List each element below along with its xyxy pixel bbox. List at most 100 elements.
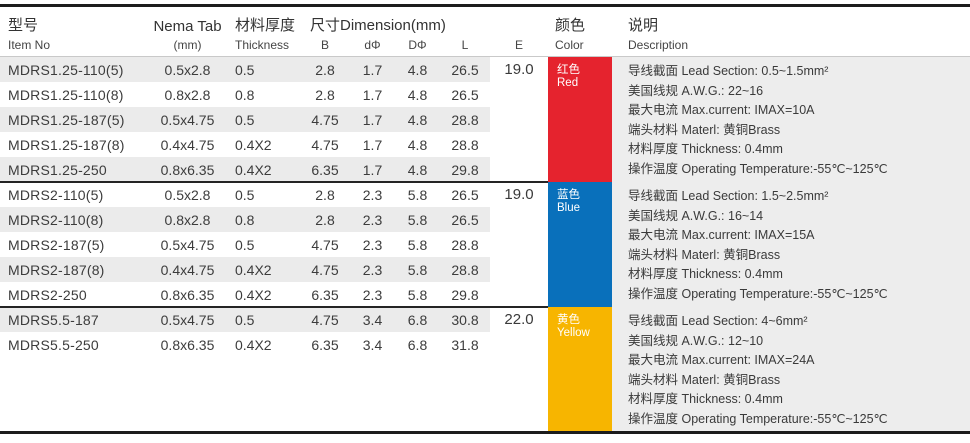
description-line: 美国线规 A.W.G.: 12~10: [628, 333, 764, 348]
cell-item-no: MDRS1.25-250: [8, 161, 107, 178]
cell-dphi: 1.7: [362, 61, 383, 78]
cell-b: 2.8: [315, 86, 335, 103]
cell-dphi: 1.7: [362, 111, 383, 128]
description-line: 美国线规 A.W.G.: 16~14: [628, 208, 764, 223]
cell-thickness: 0.5: [235, 61, 255, 78]
cell-b: 6.35: [311, 286, 339, 303]
cell-dphi: 1.7: [362, 161, 383, 178]
group-description: 导线截面 Lead Section: 1.5~2.5mm² 美国线规 A.W.G…: [612, 182, 970, 307]
group-mdrs1-25: MDRS1.25-110(5) 0.5x2.8 0.5 2.8 1.7 4.8 …: [0, 57, 970, 182]
cell-dphi: 2.3: [362, 261, 383, 278]
color-label-en: Yellow: [557, 327, 590, 339]
cell-Dphi: 6.8: [407, 311, 428, 328]
cell-thickness: 0.5: [235, 111, 255, 128]
spec-table: 型号 Item No Nema Tab (mm) 材料厚度 Thickness …: [0, 7, 970, 431]
group-rows: MDRS1.25-110(5) 0.5x2.8 0.5 2.8 1.7 4.8 …: [0, 57, 490, 182]
table-row: MDRS2-110(8) 0.8x2.8 0.8 2.8 2.3 5.8 26.…: [0, 207, 490, 232]
cell-nema-tab: 0.8x2.8: [164, 86, 211, 103]
table-body: MDRS1.25-110(5) 0.5x2.8 0.5 2.8 1.7 4.8 …: [0, 57, 970, 431]
table-row: MDRS1.25-187(8) 0.4x4.75 0.4X2 4.75 1.7 …: [0, 132, 490, 157]
cell-b: 6.35: [311, 336, 339, 353]
cell-b: 4.75: [311, 311, 339, 328]
header-color-en: Color: [555, 38, 584, 52]
cell-dphi: 2.3: [362, 286, 383, 303]
header-color-zh: 颜色: [555, 17, 586, 34]
cell-thickness: 0.5: [235, 236, 255, 253]
cell-b: 4.75: [311, 111, 339, 128]
color-swatch-yellow: 黄色 Yellow: [548, 307, 612, 431]
header-thickness-zh: 材料厚度: [235, 17, 296, 34]
cell-b: 2.8: [315, 186, 335, 203]
cell-Dphi: 6.8: [407, 336, 428, 353]
description-line: 最大电流 Max.current: IMAX=10A: [628, 103, 815, 117]
table-row: MDRS2-250 0.8x6.35 0.4X2 6.35 2.3 5.8 29…: [0, 282, 490, 307]
cell-Dphi: 5.8: [407, 261, 428, 278]
cell-dphi: 1.7: [362, 86, 383, 103]
table-row: MDRS2-110(5) 0.5x2.8 0.5 2.8 2.3 5.8 26.…: [0, 182, 490, 207]
cell-Dphi: 5.8: [407, 236, 428, 253]
color-label-zh: 蓝色: [557, 189, 580, 201]
header-description-en: Description: [628, 38, 689, 52]
header-col-e: E: [514, 38, 523, 52]
group-mdrs2: MDRS2-110(5) 0.5x2.8 0.5 2.8 2.3 5.8 26.…: [0, 181, 970, 307]
cell-l: 31.8: [451, 336, 479, 353]
cell-nema-tab: 0.4x4.75: [160, 261, 215, 278]
cell-thickness: 0.8: [235, 211, 255, 228]
cell-dphi: 2.3: [362, 186, 383, 203]
cell-l: 26.5: [451, 211, 479, 228]
cell-Dphi: 5.8: [407, 286, 428, 303]
cell-item-no: MDRS2-110(5): [8, 186, 104, 203]
header-nema-tab: Nema Tab: [153, 18, 222, 35]
cell-Dphi: 5.8: [407, 211, 428, 228]
color-label-zh: 黄色: [557, 314, 580, 326]
group-mdrs5-5: MDRS5.5-187 0.5x4.75 0.5 4.75 3.4 6.8 30…: [0, 306, 970, 431]
cell-l: 26.5: [451, 61, 479, 78]
description-line: 材料厚度 Thickness: 0.4mm: [628, 267, 783, 281]
description-line: 操作温度 Operating Temperature:-55℃~125℃: [628, 161, 888, 176]
cell-item-no: MDRS1.25-110(8): [8, 86, 124, 103]
cell-nema-tab: 0.5x4.75: [160, 236, 215, 253]
cell-item-no: MDRS1.25-187(8): [8, 136, 125, 153]
cell-e-value: 22.0: [504, 311, 534, 328]
header-col-b: B: [320, 38, 329, 52]
bottom-rule: [0, 431, 970, 434]
cell-dphi: 2.3: [362, 211, 383, 228]
cell-Dphi: 4.8: [407, 111, 428, 128]
cell-thickness: 0.5: [235, 311, 255, 328]
cell-b: 4.75: [311, 236, 339, 253]
description-line: 材料厚度 Thickness: 0.4mm: [628, 392, 783, 406]
description-line: 最大电流 Max.current: IMAX=15A: [628, 228, 815, 242]
cell-b: 2.8: [315, 61, 335, 78]
description-line: 操作温度 Operating Temperature:-55℃~125℃: [628, 286, 888, 301]
cell-item-no: MDRS2-187(5): [8, 236, 105, 253]
header-col-Dphi: DΦ: [408, 38, 427, 52]
cell-nema-tab: 0.5x2.8: [164, 186, 211, 203]
cell-dphi: 3.4: [362, 311, 383, 328]
cell-l: 26.5: [451, 186, 479, 203]
cell-item-no: MDRS2-187(8): [8, 261, 105, 278]
color-label-zh: 红色: [557, 64, 580, 76]
top-rule: [0, 4, 970, 7]
cell-thickness: 0.4X2: [235, 161, 272, 178]
description-line: 端头材料 Materl: 黄铜Brass: [628, 122, 781, 137]
group-description: 导线截面 Lead Section: 4~6mm² 美国线规 A.W.G.: 1…: [612, 307, 970, 431]
description-line: 材料厚度 Thickness: 0.4mm: [628, 142, 783, 156]
cell-nema-tab: 0.8x6.35: [160, 336, 215, 353]
header-dimension: 尺寸Dimension(mm): [310, 17, 446, 34]
cell-nema-tab: 0.8x6.35: [160, 286, 215, 303]
cell-Dphi: 4.8: [407, 61, 428, 78]
cell-nema-tab: 0.4x4.75: [160, 136, 215, 153]
color-swatch-red: 红色 Red: [548, 57, 612, 182]
color-label-en: Blue: [557, 202, 581, 214]
cell-l: 28.8: [451, 136, 479, 153]
cell-l: 29.8: [451, 286, 479, 303]
cell-l: 29.8: [451, 161, 479, 178]
header-item-no-en: Item No: [8, 38, 51, 52]
cell-dphi: 3.4: [362, 336, 383, 353]
header-item-no-zh: 型号: [8, 17, 39, 34]
cell-thickness: 0.4X2: [235, 336, 272, 353]
cell-Dphi: 4.8: [407, 86, 428, 103]
cell-b: 4.75: [311, 261, 339, 278]
cell-l: 28.8: [451, 261, 479, 278]
cell-nema-tab: 0.8x6.35: [160, 161, 215, 178]
